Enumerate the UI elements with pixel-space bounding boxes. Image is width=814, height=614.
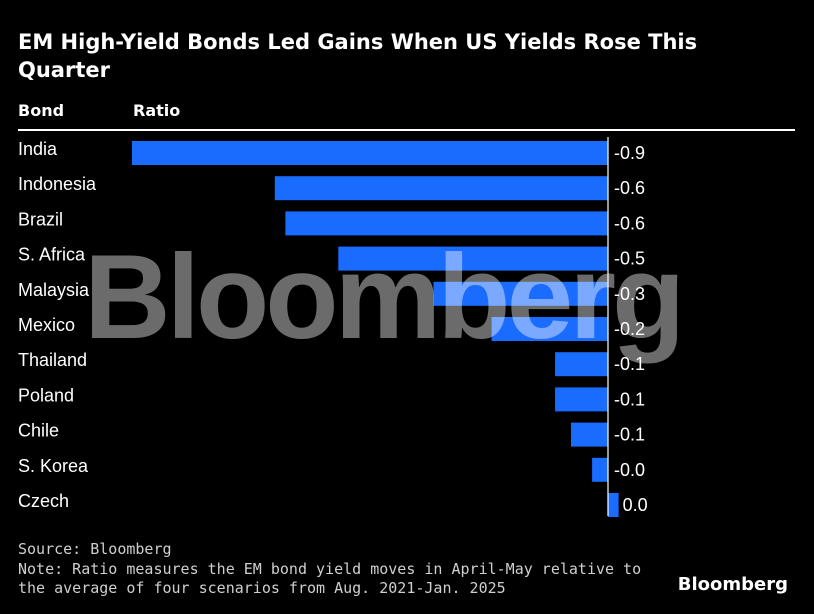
category-label: S. Korea (18, 456, 89, 476)
bar (555, 387, 608, 412)
bar (571, 422, 608, 447)
category-label: India (18, 139, 58, 159)
category-label: Indonesia (18, 174, 97, 194)
value-label: -0.3 (614, 284, 645, 304)
bar (274, 176, 608, 201)
value-label: -0.5 (614, 249, 645, 269)
category-label: Poland (18, 385, 74, 405)
value-label: -0.6 (614, 178, 645, 198)
value-label: -0.6 (614, 213, 645, 233)
methodology-note: Note: Ratio measures the EM bond yield m… (18, 560, 642, 597)
category-label: Brazil (18, 209, 63, 229)
category-label: Czech (18, 491, 69, 511)
value-label: -0.1 (614, 425, 645, 445)
column-header-ratio: Ratio (133, 101, 181, 120)
bar (592, 457, 608, 482)
bloomberg-logo: Bloomberg (677, 574, 788, 595)
bar (338, 246, 608, 271)
value-label: 0.0 (623, 495, 648, 515)
category-label: Malaysia (18, 280, 90, 300)
value-label: -0.1 (614, 354, 645, 374)
bar (285, 211, 608, 236)
source-note: Source: Bloomberg (18, 540, 172, 558)
bar (491, 317, 608, 341)
value-label: -0.0 (614, 460, 645, 480)
value-label: -0.2 (614, 319, 645, 339)
column-header-bond: Bond (18, 101, 65, 120)
bar (608, 493, 619, 517)
chart-title: EM High-Yield Bonds Led Gains When US Yi… (18, 30, 698, 82)
value-label: -0.9 (614, 143, 645, 163)
bar (555, 352, 608, 377)
category-label: S. Africa (18, 245, 86, 265)
bar (433, 281, 608, 306)
category-label: Chile (18, 421, 59, 441)
header-rule (18, 129, 795, 131)
value-label: -0.1 (614, 389, 645, 409)
bar (132, 141, 608, 165)
category-label: Mexico (18, 315, 75, 335)
category-label: Thailand (18, 350, 87, 370)
